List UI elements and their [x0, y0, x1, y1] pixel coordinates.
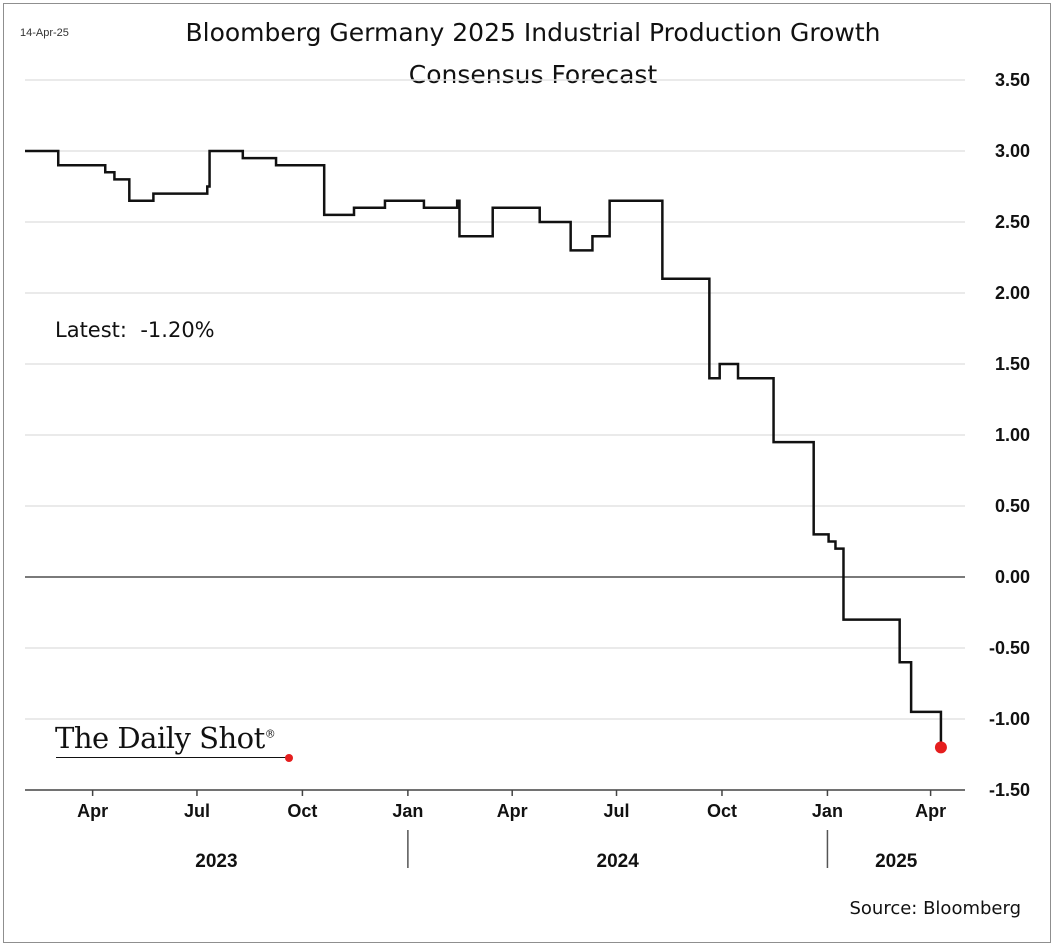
year-label: 2024 [597, 851, 640, 872]
chart-title: Bloomberg Germany 2025 Industrial Produc… [185, 18, 881, 47]
latest-label: Latest: [55, 318, 127, 342]
y-tick-label: 3.00 [995, 141, 1030, 161]
latest-value: -1.20% [140, 318, 215, 342]
x-tick-label: Oct [287, 801, 317, 821]
x-tick-label: Jul [184, 801, 210, 821]
x-tick-label: Apr [77, 801, 108, 821]
latest-annotation: Latest: -1.20% [55, 318, 215, 342]
year-label: 2023 [195, 851, 237, 872]
series-line [25, 149, 943, 748]
y-tick-label: -1.50 [989, 780, 1030, 800]
y-tick-label: 1.00 [995, 425, 1030, 445]
x-tick-label: Apr [915, 801, 946, 821]
logo-text: The Daily Shot [55, 721, 265, 755]
logo-underline [56, 757, 289, 758]
y-tick-label: 2.00 [995, 283, 1030, 303]
logo-dot [285, 754, 293, 762]
latest-point-marker [934, 741, 947, 754]
series-layer [25, 149, 947, 754]
y-tick-label: 3.50 [995, 70, 1030, 90]
daily-shot-logo: The Daily Shot® [55, 721, 276, 755]
chart-date: 14-Apr-25 [20, 27, 69, 39]
y-axis-ticks: 3.50 3.00 2.50 2.00 1.50 1.00 0.50 0.00 -0.50 -1.… [989, 70, 1030, 800]
x-axis: Apr Jul Oct Jan Apr Jul Oct Jan Apr 2023 2024 2025 [25, 789, 965, 872]
y-tick-label: 0.00 [995, 567, 1030, 587]
y-tick-label: -1.00 [989, 709, 1030, 729]
y-tick-label: 0.50 [995, 496, 1030, 516]
x-tick-label: Jan [392, 801, 423, 821]
source-note: Source: Bloomberg [849, 898, 1021, 919]
y-tick-label: 1.50 [995, 354, 1030, 374]
x-tick-label: Jul [604, 801, 630, 821]
gridlines [25, 79, 965, 720]
chart-frame [3, 3, 1051, 943]
logo-mark: ® [264, 727, 276, 741]
x-tick-label: Jan [812, 801, 843, 821]
y-tick-label: 2.50 [995, 212, 1030, 232]
year-label: 2025 [875, 851, 918, 872]
y-tick-label: -0.50 [989, 638, 1030, 658]
x-tick-label: Oct [707, 801, 737, 821]
chart-subtitle: Consensus Forecast [408, 60, 658, 89]
x-tick-label: Apr [497, 801, 528, 821]
